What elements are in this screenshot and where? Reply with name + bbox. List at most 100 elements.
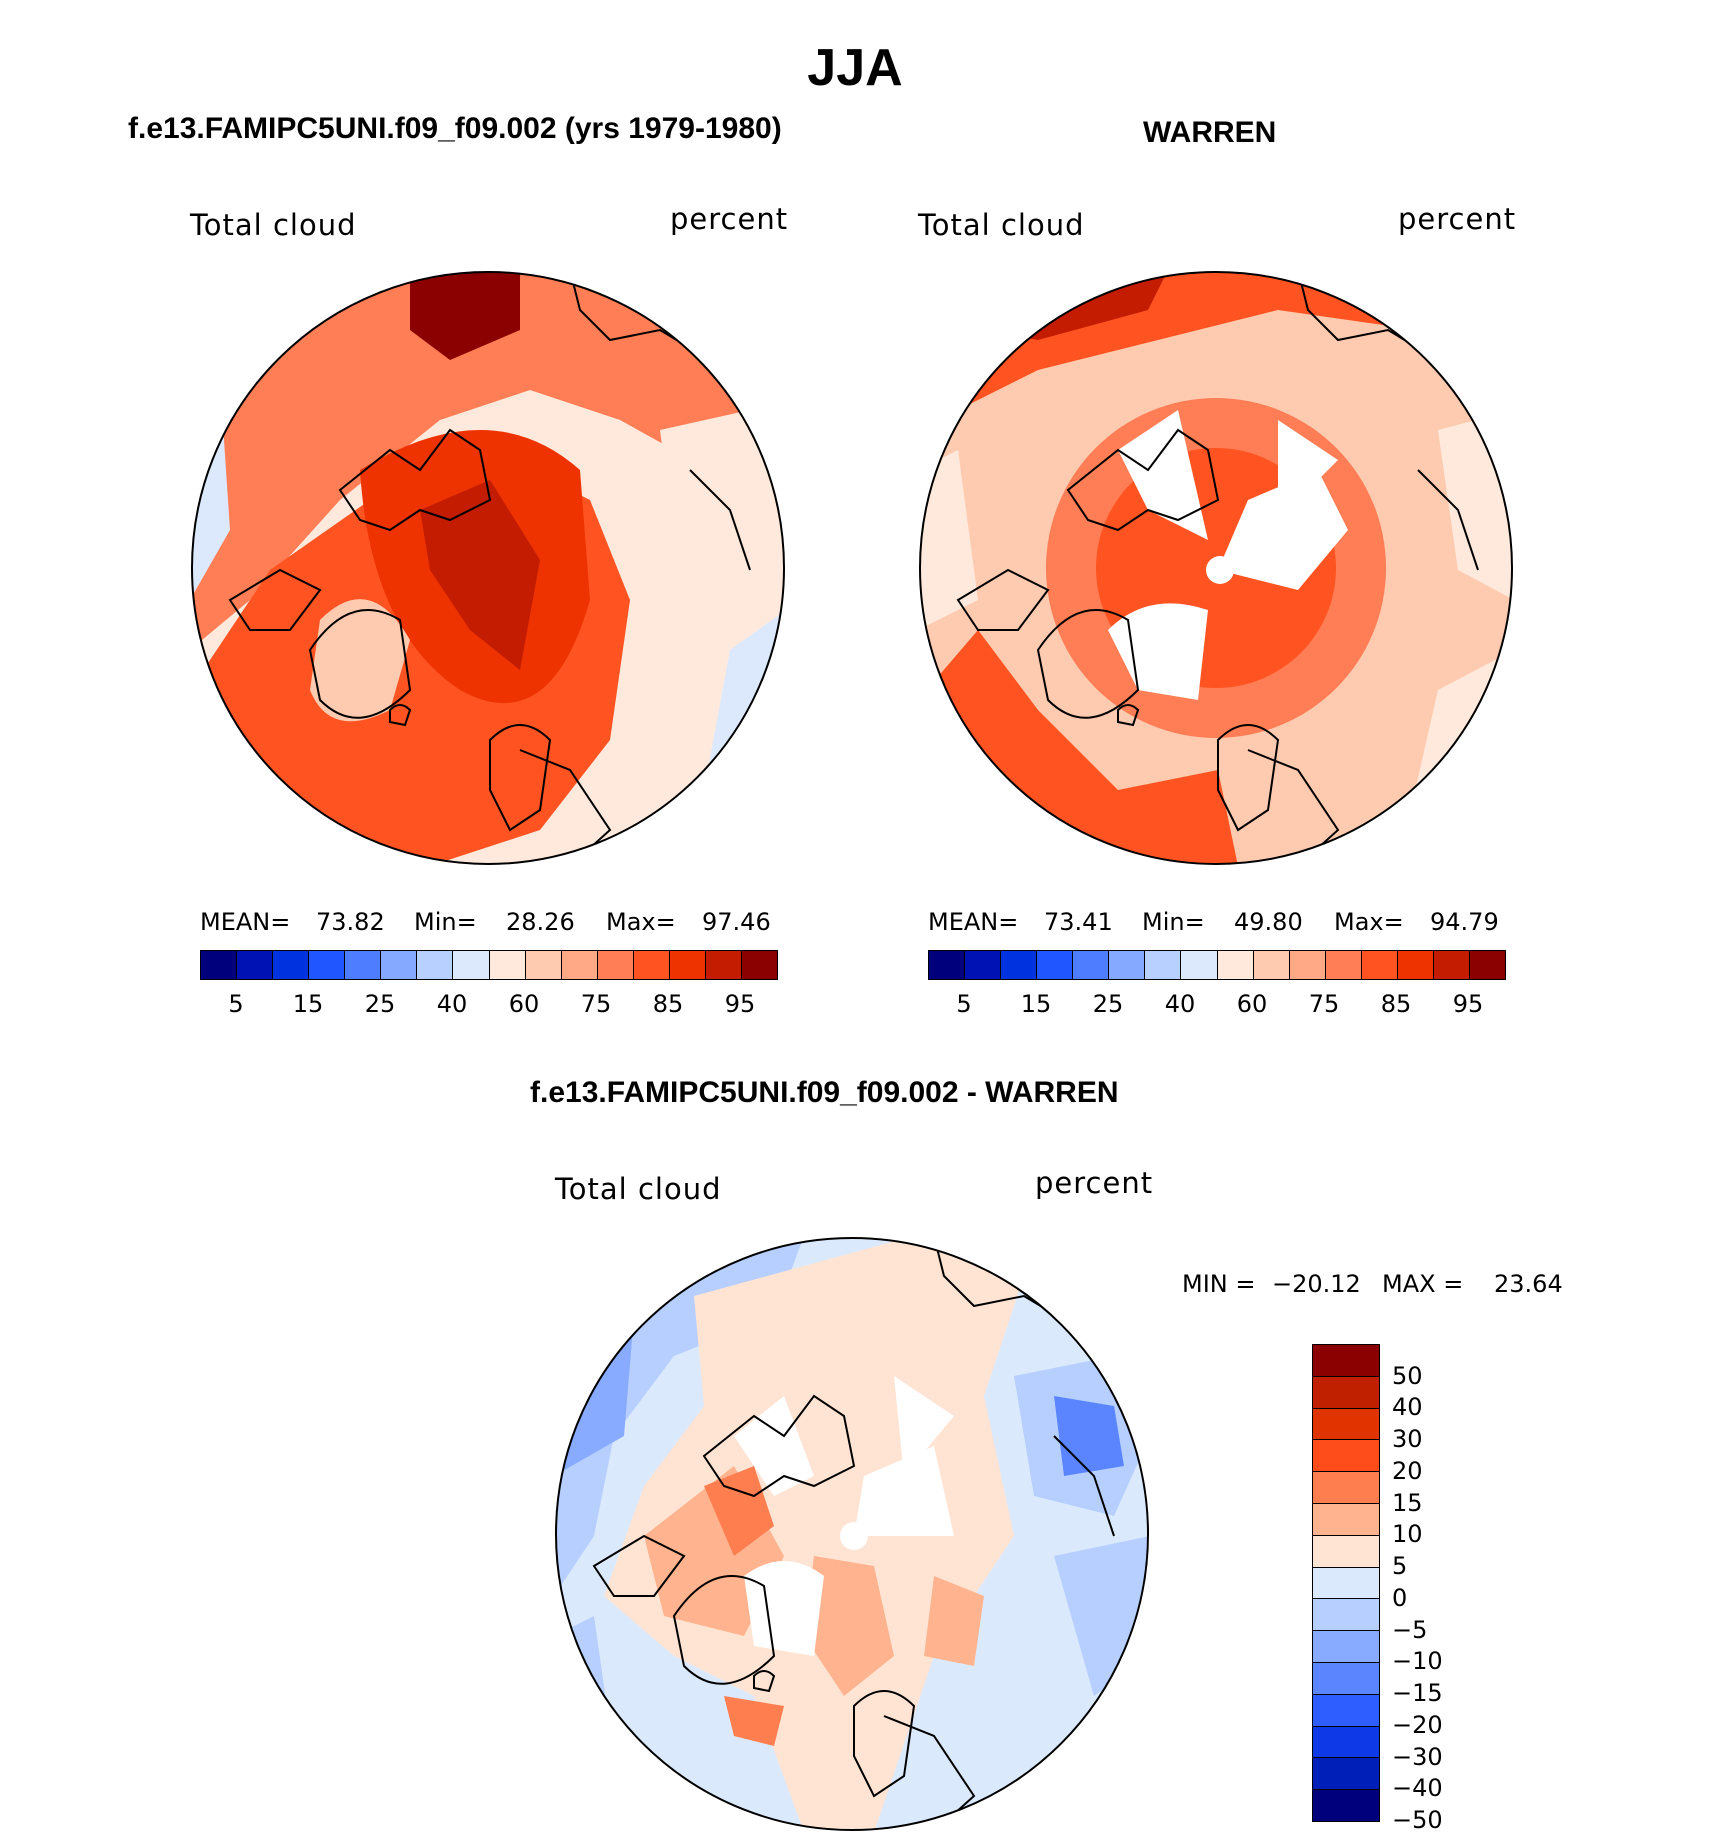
diff-polar-map — [555, 1237, 1149, 1831]
colorbar-swatch — [1313, 1503, 1379, 1536]
colorbar-tick-label: 5 — [1392, 1552, 1408, 1581]
colorbar-swatch — [1289, 951, 1326, 979]
right-panel-subtitle: WARREN — [1143, 116, 1277, 149]
colorbar-swatch — [1313, 1535, 1379, 1568]
colorbar-swatch — [1313, 1726, 1379, 1759]
colorbar-tick-label: 15 — [1392, 1488, 1423, 1517]
left-max-label: Max= — [606, 908, 676, 936]
diff-min-value: −20.12 — [1272, 1270, 1361, 1298]
colorbar-tick-label: −5 — [1392, 1615, 1428, 1644]
colorbar-tick-label: 40 — [1392, 1393, 1423, 1422]
colorbar-tick-label: 5 — [228, 990, 244, 1018]
diff-colorbar-ticks: 50 40 30 20 15 10 5 0 −5 −10 −15 −20 −30 −40 −50 — [1392, 1344, 1472, 1834]
right-max-value: 94.79 — [1430, 908, 1499, 936]
left-mean-label: MEAN= — [200, 908, 291, 936]
colorbar-swatch — [1469, 951, 1505, 979]
colorbar-swatch — [1109, 951, 1146, 979]
colorbar-swatch — [561, 951, 598, 979]
colorbar-swatch — [237, 951, 274, 979]
colorbar-swatch — [965, 951, 1002, 979]
colorbar-swatch — [1313, 1631, 1379, 1663]
left-panel-subtitle: f.e13.FAMIPC5UNI.f09_f09.002 (yrs 1979-1… — [128, 112, 782, 145]
colorbar-swatch — [1397, 951, 1434, 979]
colorbar-swatch — [381, 951, 418, 979]
colorbar-swatch — [309, 951, 346, 979]
colorbar-swatch — [1313, 1662, 1379, 1695]
colorbar-tick-label: 0 — [1392, 1583, 1408, 1612]
colorbar-swatch — [741, 951, 777, 979]
colorbar-tick-label: 95 — [1452, 990, 1484, 1018]
right-max-label: Max= — [1334, 908, 1404, 936]
colorbar-tick-label: 60 — [508, 990, 540, 1018]
colorbar-tick-label: 15 — [1020, 990, 1052, 1018]
diff-min-label: MIN = — [1182, 1270, 1256, 1298]
colorbar-swatch — [201, 951, 238, 979]
diff-panel-subtitle: f.e13.FAMIPC5UNI.f09_f09.002 - WARREN — [530, 1076, 1119, 1109]
colorbar-tick-label: 15 — [292, 990, 324, 1018]
colorbar-swatch — [1073, 951, 1110, 979]
right-min-value: 49.80 — [1234, 908, 1303, 936]
colorbar-swatch — [453, 951, 490, 979]
colorbar-tick-label: −10 — [1392, 1647, 1443, 1676]
colorbar-tick-label: 75 — [580, 990, 612, 1018]
colorbar-swatch — [1313, 1567, 1379, 1600]
colorbar-tick-label: 5 — [956, 990, 972, 1018]
right-units-label: percent — [1398, 202, 1517, 236]
colorbar-tick-label: −15 — [1392, 1679, 1443, 1708]
main-title: JJA — [807, 39, 903, 97]
colorbar-tick-label: 10 — [1392, 1520, 1423, 1549]
colorbar-swatch — [1361, 951, 1398, 979]
colorbar-swatch — [1313, 1472, 1379, 1504]
colorbar-swatch — [597, 951, 634, 979]
left-max-value: 97.46 — [702, 908, 771, 936]
colorbar-swatch — [929, 951, 966, 979]
colorbar-swatch — [1313, 1440, 1379, 1473]
colorbar-tick-label: 40 — [436, 990, 468, 1018]
colorbar-tick-label: 25 — [1092, 990, 1124, 1018]
right-min-label: Min= — [1142, 908, 1205, 936]
left-min-value: 28.26 — [506, 908, 575, 936]
colorbar-tick-label: 20 — [1392, 1456, 1423, 1485]
colorbar-swatch — [1313, 1790, 1379, 1821]
colorbar-tick-label: 85 — [1380, 990, 1412, 1018]
colorbar-swatch — [1145, 951, 1182, 979]
colorbar-tick-label: 85 — [652, 990, 684, 1018]
colorbar-tick-label: −50 — [1392, 1806, 1443, 1834]
colorbar-swatch — [633, 951, 670, 979]
left-polar-map — [191, 271, 785, 865]
colorbar-swatch — [669, 951, 706, 979]
colorbar-tick-label: 50 — [1392, 1361, 1423, 1390]
right-mean-label: MEAN= — [928, 908, 1019, 936]
colorbar-swatch — [1313, 1758, 1379, 1791]
right-polar-map — [919, 271, 1513, 865]
diff-units-label: percent — [1035, 1166, 1154, 1200]
colorbar-swatch — [1313, 1694, 1379, 1727]
colorbar-swatch — [489, 951, 526, 979]
colorbar-swatch — [1313, 1376, 1379, 1409]
colorbar-swatch — [1217, 951, 1254, 979]
right-colorbar — [928, 950, 1506, 980]
colorbar-swatch — [1313, 1345, 1379, 1377]
right-mean-value: 73.41 — [1044, 908, 1113, 936]
colorbar-tick-label: 95 — [724, 990, 756, 1018]
diff-colorbar — [1312, 1344, 1380, 1822]
colorbar-swatch — [705, 951, 742, 979]
colorbar-swatch — [1001, 951, 1038, 979]
diff-max-label: MAX = — [1382, 1270, 1464, 1298]
left-variable-label: Total cloud — [190, 208, 357, 242]
colorbar-swatch — [525, 951, 562, 979]
colorbar-swatch — [1037, 951, 1074, 979]
colorbar-swatch — [345, 951, 382, 979]
colorbar-swatch — [1325, 951, 1362, 979]
colorbar-tick-label: 40 — [1164, 990, 1196, 1018]
colorbar-tick-label: 30 — [1392, 1425, 1423, 1454]
colorbar-swatch — [1253, 951, 1290, 979]
colorbar-swatch — [1313, 1599, 1379, 1632]
colorbar-tick-label: 60 — [1236, 990, 1268, 1018]
colorbar-tick-label: −30 — [1392, 1742, 1443, 1771]
colorbar-tick-label: −40 — [1392, 1774, 1443, 1803]
colorbar-swatch — [1181, 951, 1218, 979]
left-min-label: Min= — [414, 908, 477, 936]
diff-variable-label: Total cloud — [555, 1172, 722, 1206]
left-colorbar-ticks: 5 15 25 40 60 75 85 95 — [200, 990, 776, 1020]
